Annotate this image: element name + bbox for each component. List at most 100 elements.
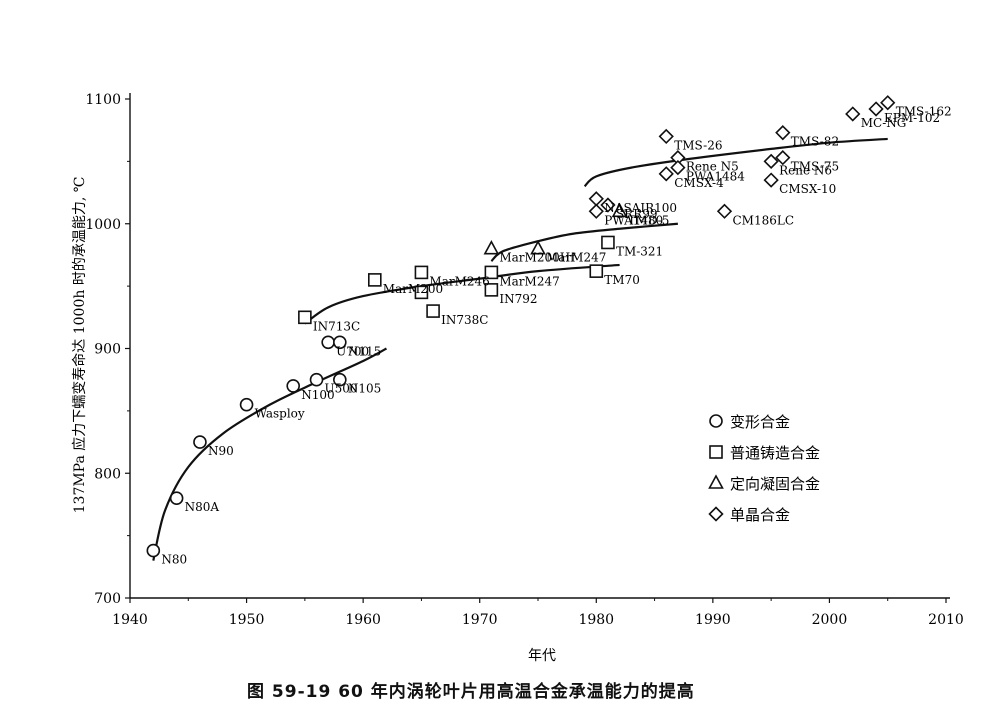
y-tick-label: 900 <box>94 342 121 358</box>
x-tick-label: 1970 <box>462 612 498 628</box>
point-label: TMS-75 <box>791 160 839 174</box>
trend-line-4 <box>583 137 888 188</box>
square-point <box>414 265 429 280</box>
point-label: N105 <box>348 382 381 396</box>
x-tick-label: 2000 <box>812 612 848 628</box>
point-label: PWA1480 <box>604 213 663 227</box>
square-point <box>367 273 382 287</box>
point-label: TMD-5 <box>628 213 670 227</box>
point-label: PWA1484 <box>686 170 745 184</box>
circle-point <box>321 335 335 350</box>
circle-point <box>169 491 184 506</box>
square-point <box>601 235 615 250</box>
diamond-point <box>658 166 674 182</box>
point-label: Rene N6 <box>779 163 832 177</box>
square-point <box>589 264 604 278</box>
diamond-point <box>588 191 604 207</box>
diamond-point <box>880 95 896 111</box>
point-label: TM70 <box>604 273 640 287</box>
point-label: N115 <box>348 344 381 358</box>
diamond-point <box>775 150 791 166</box>
legend-label: 单晶合金 <box>730 506 790 524</box>
point-label: NASAIR100 <box>604 201 677 215</box>
diamond-point <box>716 203 733 219</box>
point-label: U500 <box>325 382 358 396</box>
x-tick-label: 2010 <box>928 612 964 628</box>
square-point <box>484 265 499 280</box>
point-label: N80 <box>161 553 187 567</box>
triangle-point <box>530 240 546 255</box>
point-label: TMS-26 <box>674 138 722 152</box>
diamond-point <box>868 101 884 117</box>
legend-circle-marker <box>709 414 723 428</box>
circle-point <box>333 335 347 350</box>
square-point <box>298 310 312 325</box>
point-label: IN713C <box>313 319 360 333</box>
point-label: MarM200 <box>383 282 443 296</box>
x-tick-label: 1980 <box>578 612 614 628</box>
trend-line-3 <box>490 222 678 263</box>
point-label: N100 <box>301 388 334 402</box>
point-label: N90 <box>208 444 234 458</box>
point-label: CM186LC <box>733 213 795 227</box>
point-label: U700 <box>336 344 369 358</box>
diamond-point <box>775 125 791 141</box>
y-axis-label: 137MPa 应力下蠕变寿命达 1000h 时的承温能力, ℃ <box>71 177 88 514</box>
x-tick-label: 1950 <box>229 612 265 628</box>
trend-lines <box>152 137 888 561</box>
point-label: CMSX-10 <box>779 182 836 196</box>
legend-triangle-marker <box>708 474 724 489</box>
point-label: SRR99 <box>616 207 658 221</box>
legend-label: 普通铸造合金 <box>730 444 820 462</box>
point-label: Rene N5 <box>686 160 739 174</box>
circle-point <box>239 397 254 412</box>
circle-point <box>333 372 347 387</box>
point-label: MarM247 <box>546 251 606 265</box>
legend-square-marker <box>709 445 723 459</box>
point-label: Wasploy <box>255 407 305 421</box>
trend-line-1 <box>152 347 387 561</box>
triangle-point <box>611 202 628 218</box>
diamond-point <box>763 153 779 170</box>
square-point <box>426 304 440 318</box>
circle-point <box>309 372 324 387</box>
point-label: IN738C <box>441 313 488 327</box>
y-tick-label: 1100 <box>85 92 121 108</box>
y-tick-label: 1000 <box>85 217 121 233</box>
point-label: EPM-102 <box>884 111 940 125</box>
diamond-point <box>670 159 686 176</box>
x-tick-label: 1990 <box>695 612 731 628</box>
point-label: TMS-82 <box>791 135 839 149</box>
circle-point <box>286 379 301 393</box>
x-tick-label: 1940 <box>112 612 148 628</box>
circle-point <box>146 543 161 558</box>
point-label: MarM200Hf <box>499 251 576 265</box>
legend-diamond-marker <box>708 506 724 522</box>
point-label: MarM247 <box>499 274 559 288</box>
y-tick-label: 700 <box>94 591 121 607</box>
axes: 1940 1950 1960 1970 1980 1990 2000 2010 700 800 90… <box>85 92 963 628</box>
diamond-point <box>658 128 674 145</box>
x-axis-label: 年代 <box>528 648 556 664</box>
diamond-point <box>588 203 604 219</box>
triangle-point <box>483 240 500 255</box>
point-label: N80A <box>185 500 220 514</box>
square-point <box>484 283 499 297</box>
point-label: MC-NG <box>861 116 907 130</box>
x-tick-label: 1960 <box>345 612 381 628</box>
legend-label: 定向凝固合金 <box>730 475 820 493</box>
data-points <box>146 95 896 558</box>
legend-label: 变形合金 <box>730 413 790 431</box>
circle-point <box>193 435 207 449</box>
figure-caption: 图 59-19 60 年内涡轮叶片用高温合金承温能力的提高 <box>247 682 695 702</box>
point-label: TM-321 <box>616 244 663 258</box>
point-label: CMSX-4 <box>674 176 724 190</box>
y-tick-label: 800 <box>94 466 121 482</box>
diamond-point <box>600 197 616 213</box>
point-label: MarM246 <box>429 274 489 288</box>
square-point <box>414 285 429 300</box>
point-label: IN792 <box>499 292 537 306</box>
